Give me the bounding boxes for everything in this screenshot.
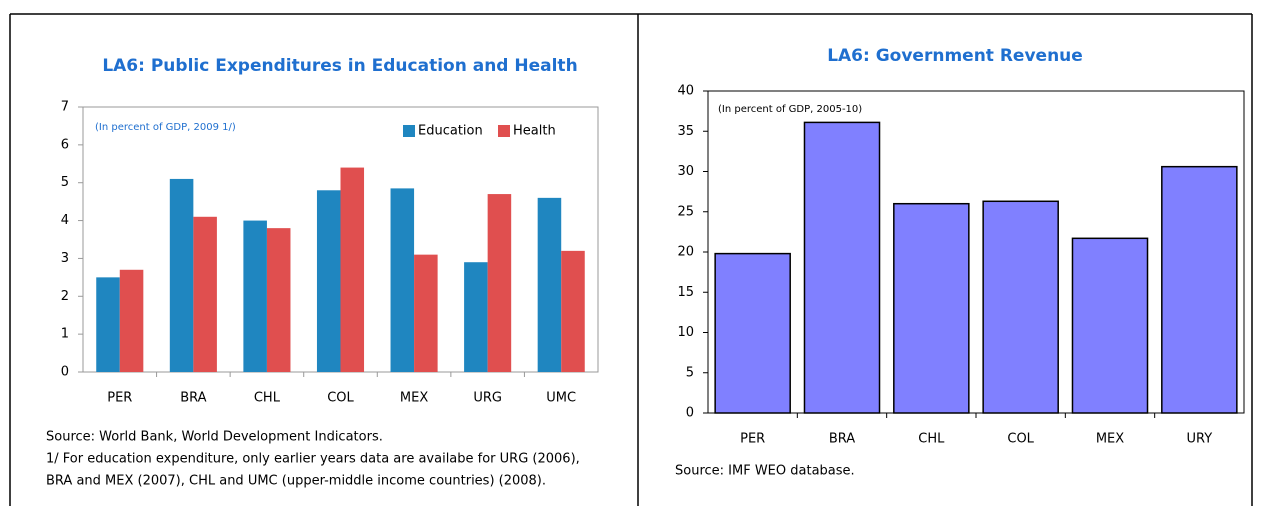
x-tick-label: UMC — [546, 391, 576, 406]
x-tick-label: MEX — [1096, 432, 1124, 447]
x-tick-label: CHL — [918, 432, 945, 447]
bar — [893, 202, 970, 414]
x-tick-label: CHL — [254, 391, 281, 406]
y-tick-label: 5 — [686, 365, 694, 380]
y-tick-label: 7 — [61, 100, 69, 115]
bar — [340, 167, 365, 372]
y-tick-label: 25 — [677, 204, 694, 219]
x-tick-label: COL — [1007, 432, 1034, 447]
x-tick-label: BRA — [180, 391, 206, 406]
x-tick-label: PER — [740, 432, 765, 447]
x-tick-label: MEX — [400, 391, 428, 406]
bar — [193, 216, 217, 372]
x-tick-label: URY — [1186, 432, 1212, 447]
y-tick-label: 10 — [677, 325, 694, 340]
bar — [982, 200, 1059, 414]
bar — [316, 190, 341, 372]
legend-label: Health — [513, 124, 556, 139]
annotation: (In percent of GDP, 2005-10) — [718, 104, 862, 115]
x-tick-label: COL — [327, 391, 354, 406]
y-tick-label: 3 — [61, 251, 69, 266]
x-tick-label: URG — [473, 391, 502, 406]
bar — [96, 277, 120, 372]
bar — [561, 250, 585, 372]
y-tick-label: 4 — [61, 213, 69, 228]
legend-swatch — [498, 125, 510, 137]
y-tick-label: 1 — [61, 327, 69, 342]
y-tick-label: 0 — [61, 365, 69, 380]
annotation: (In percent of GDP, 2009 1/) — [95, 122, 236, 133]
y-tick-label: 15 — [677, 285, 694, 300]
bar — [414, 254, 438, 372]
bar — [1071, 237, 1149, 414]
note: 1/ For education expenditure, only earli… — [46, 452, 580, 467]
y-tick-label: 6 — [61, 137, 69, 152]
chart-title: LA6: Government Revenue — [827, 46, 1083, 66]
y-tick-label: 20 — [677, 245, 694, 260]
bar — [169, 178, 194, 372]
x-tick-label: BRA — [829, 432, 855, 447]
y-tick-label: 2 — [61, 289, 69, 304]
y-tick-label: 35 — [677, 124, 694, 139]
note: Source: IMF WEO database. — [675, 464, 855, 479]
bar — [714, 252, 791, 414]
y-tick-label: 30 — [677, 164, 694, 179]
bar — [803, 121, 881, 414]
x-tick-label: PER — [107, 391, 132, 406]
bar — [537, 197, 562, 372]
legend-swatch — [403, 125, 415, 137]
note: Source: World Bank, World Development In… — [46, 430, 383, 445]
y-tick-label: 40 — [677, 84, 694, 99]
bar — [1161, 165, 1238, 414]
y-tick-label: 0 — [686, 406, 694, 421]
chart-title: LA6: Public Expenditures in Education an… — [102, 56, 577, 76]
bar — [487, 194, 512, 372]
bar — [266, 228, 291, 372]
bar — [390, 188, 415, 372]
note: BRA and MEX (2007), CHL and UMC (upper-m… — [46, 474, 546, 489]
bar — [464, 262, 488, 372]
bar — [119, 269, 144, 372]
y-tick-label: 5 — [61, 175, 69, 190]
bar — [243, 220, 267, 372]
legend-label: Education — [418, 124, 483, 139]
